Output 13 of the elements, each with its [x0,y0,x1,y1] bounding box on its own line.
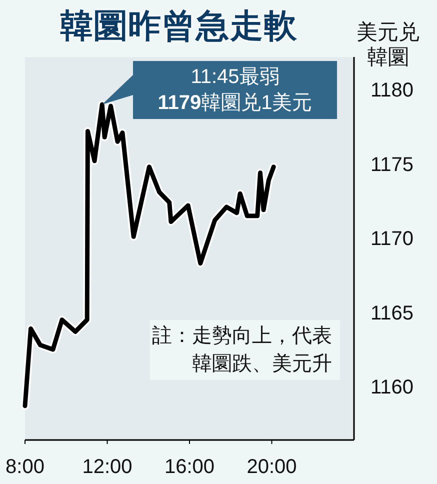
y-axis-title: 美元兑韓圜 [356,20,420,70]
x-tick-label: 16:00 [164,456,215,478]
y-tick-label: 1180 [370,80,414,102]
chart-title: 韓圜昨曾急走軟 [60,6,298,46]
x-tick-label: 8:00 [6,456,44,478]
x-tick-label: 12:00 [82,456,132,478]
y-tick-label: 1160 [370,376,414,399]
annotation: 註：走勢向上，代表韓圜跌、美元升 [151,324,332,377]
y-tick-label: 1165 [370,302,414,324]
y-tick-label: 1170 [370,228,414,250]
x-tick-label: 20:00 [246,456,297,478]
y-tick-label: 1175 [370,154,414,176]
annotation: 11:45最弱 1179韓圜兑1美元 [133,61,337,119]
